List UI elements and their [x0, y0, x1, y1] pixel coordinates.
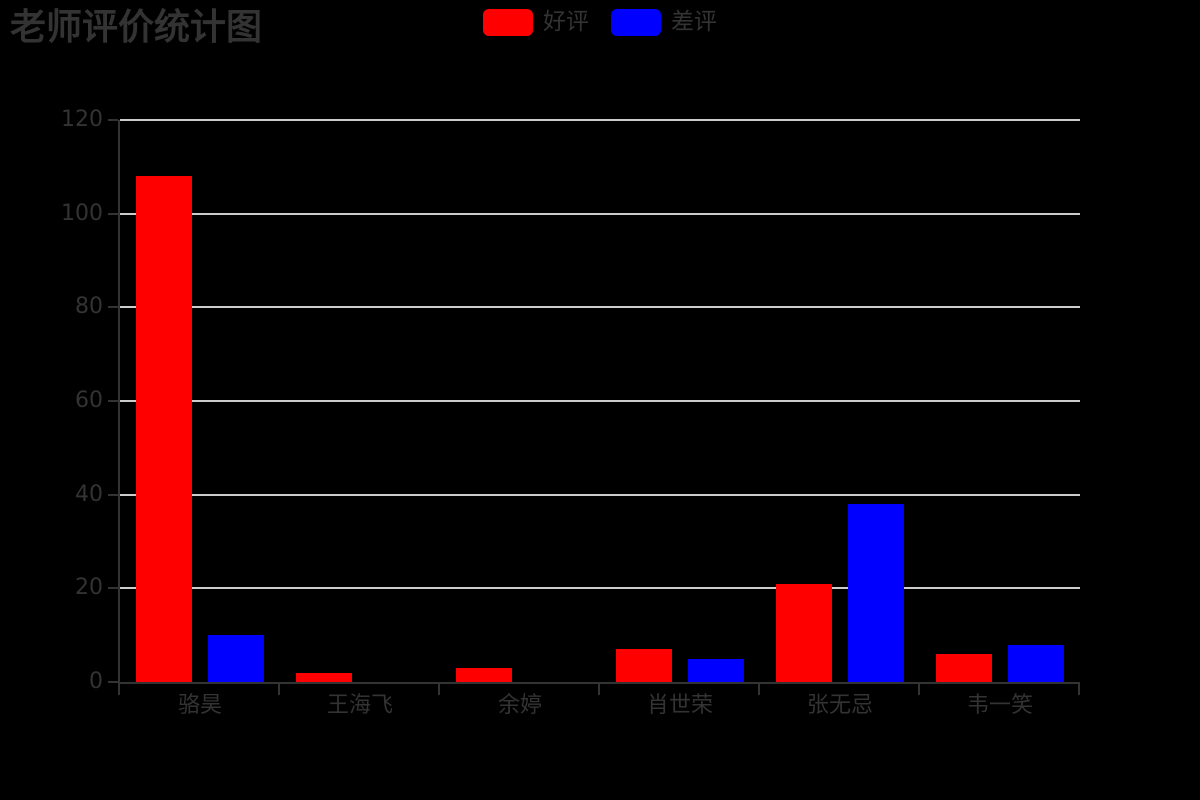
bar-差评-韦一笑[interactable]: [1008, 644, 1064, 682]
y-axis-label: 80: [75, 294, 103, 320]
legend-item-0[interactable]: 好评: [483, 9, 589, 36]
bar-好评-肖世荣[interactable]: [616, 649, 672, 682]
x-axis-label-0: 骆昊: [177, 693, 222, 718]
legend-item-label: 好评: [543, 9, 589, 35]
gridline-20: [120, 587, 1080, 590]
x-axis-tick: [598, 684, 600, 695]
y-axis-label: 100: [61, 200, 103, 226]
bar-好评-骆昊[interactable]: [136, 176, 192, 682]
x-axis-tick: [1078, 684, 1080, 695]
y-axis-tick: [108, 306, 118, 309]
y-axis-label: 60: [75, 388, 103, 413]
y-axis-tick: [108, 681, 118, 683]
x-axis-label-5: 韦一笑: [966, 693, 1033, 718]
chart-title: 老师评价统计图: [10, 7, 263, 48]
gridline-40: [120, 493, 1080, 496]
bar-差评-骆昊[interactable]: [208, 635, 264, 682]
y-axis-label: 120: [61, 107, 103, 132]
legend-swatch-icon: [611, 9, 661, 36]
y-axis-tick: [108, 400, 118, 402]
x-axis-label-2: 余婷: [497, 693, 542, 718]
legend-swatch-icon: [483, 9, 533, 36]
y-axis-label: 0: [89, 669, 103, 694]
legend: 好评 差评: [483, 9, 717, 36]
legend-item-1[interactable]: 差评: [611, 9, 717, 36]
bar-好评-韦一笑[interactable]: [936, 653, 992, 682]
gridline-80: [120, 306, 1080, 309]
bar-好评-余婷[interactable]: [456, 667, 512, 682]
bar-好评-王海飞[interactable]: [296, 672, 352, 682]
x-axis-tick: [758, 684, 760, 695]
y-axis-label: 20: [75, 575, 103, 601]
bar-好评-张无忌[interactable]: [776, 583, 832, 682]
bar-差评-肖世荣[interactable]: [688, 658, 744, 682]
y-axis-tick: [108, 212, 118, 215]
bar-差评-张无忌[interactable]: [848, 504, 904, 682]
x-axis-tick: [918, 684, 920, 695]
x-axis-line: [118, 682, 1080, 684]
y-axis-tick: [108, 119, 118, 121]
y-axis-tick: [108, 493, 118, 496]
y-axis-line: [118, 120, 120, 686]
x-axis-label-1: 王海飞: [326, 693, 393, 718]
x-axis-label-4: 张无忌: [806, 693, 873, 718]
gridline-120: [120, 119, 1080, 121]
x-axis-tick: [118, 684, 120, 695]
x-axis-tick: [278, 684, 280, 695]
legend-item-label: 差评: [671, 9, 717, 35]
gridline-100: [120, 212, 1080, 215]
y-axis-tick: [108, 587, 118, 590]
y-axis-label: 40: [75, 481, 103, 507]
gridline-60: [120, 400, 1080, 402]
x-axis-tick: [438, 684, 440, 695]
x-axis-label-3: 肖世荣: [646, 693, 713, 718]
